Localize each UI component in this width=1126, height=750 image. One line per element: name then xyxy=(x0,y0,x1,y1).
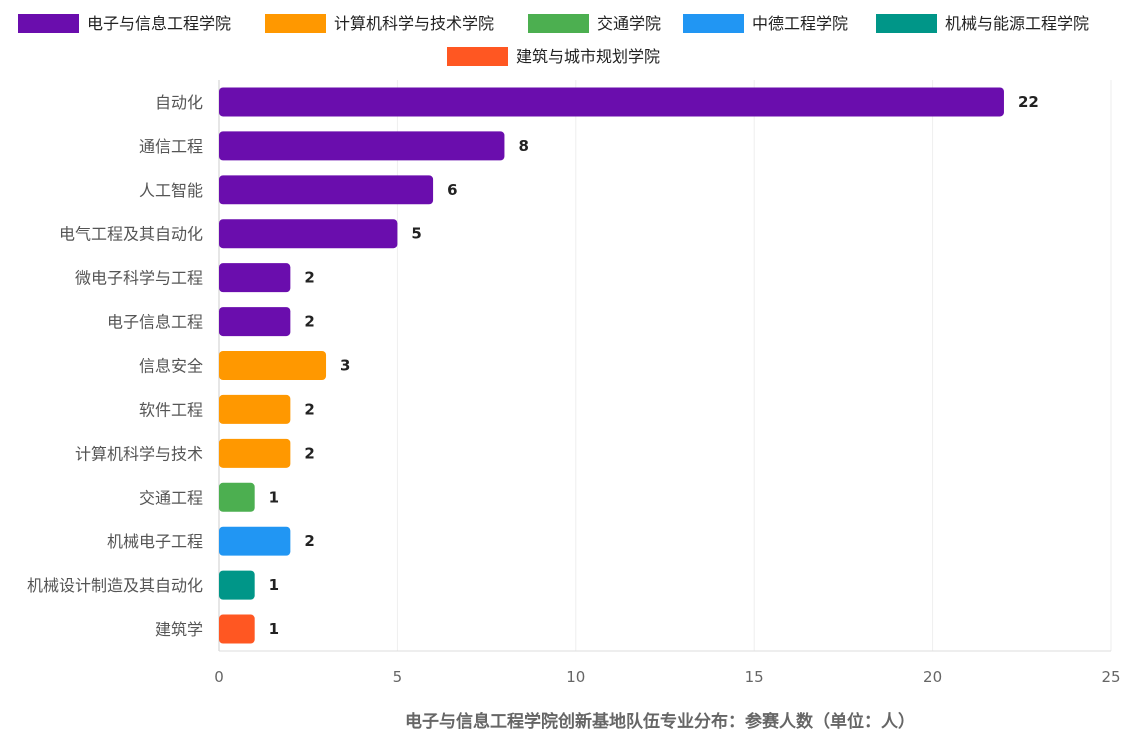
bar[interactable] xyxy=(219,438,291,468)
x-tick-label: 20 xyxy=(923,668,942,686)
legend: 电子与信息工程学院 计算机科学与技术学院 交通学院 中德工程学院 机械与能源工程学院建筑… xyxy=(18,14,1089,66)
bar[interactable] xyxy=(219,87,1004,117)
x-tick-label: 5 xyxy=(393,668,403,686)
legend-swatch xyxy=(876,14,937,33)
bar-value-label: 6 xyxy=(447,181,457,199)
category-label: 人工智能 xyxy=(139,181,203,200)
x-tick-label: 25 xyxy=(1101,668,1120,686)
legend-swatch xyxy=(265,14,326,33)
bar-value-label: 2 xyxy=(304,269,314,287)
x-tick-label: 15 xyxy=(745,668,764,686)
category-label: 交通工程 xyxy=(139,488,203,507)
category-label: 软件工程 xyxy=(139,400,203,419)
value-axis: 0 5 10 15 20 25 xyxy=(214,668,1120,686)
bar[interactable] xyxy=(219,175,434,205)
bar[interactable] xyxy=(219,394,291,424)
bar[interactable] xyxy=(219,482,255,512)
legend-item[interactable]: 建筑与城市规划学院 xyxy=(447,47,660,66)
bar[interactable] xyxy=(219,526,291,556)
bar[interactable] xyxy=(219,131,505,161)
x-axis-title: 电子与信息工程学院创新基地队伍专业分布：参赛人数（单位：人） xyxy=(405,711,915,732)
bar-value-label: 22 xyxy=(1018,93,1039,111)
legend-item[interactable]: 中德工程学院 xyxy=(683,14,848,33)
category-label: 建筑学 xyxy=(155,620,203,639)
category-label: 机械电子工程 xyxy=(107,532,203,551)
legend-label: 计算机科学与技术学院 xyxy=(334,14,494,33)
legend-label: 中德工程学院 xyxy=(752,14,848,33)
category-label: 通信工程 xyxy=(139,137,203,156)
bar-value-label: 8 xyxy=(518,137,528,155)
legend-swatch xyxy=(18,14,79,33)
legend-item[interactable]: 机械与能源工程学院 xyxy=(876,14,1089,33)
bar[interactable] xyxy=(219,614,255,644)
category-label: 电气工程及其自动化 xyxy=(59,225,203,244)
legend-swatch xyxy=(683,14,744,33)
legend-label: 机械与能源工程学院 xyxy=(945,14,1089,33)
legend-item[interactable]: 交通学院 xyxy=(528,14,661,33)
legend-item[interactable]: 电子与信息工程学院 xyxy=(18,14,231,33)
bar-value-label: 2 xyxy=(304,313,314,331)
bar[interactable] xyxy=(219,263,291,293)
legend-label: 建筑与城市规划学院 xyxy=(516,47,660,66)
bar[interactable] xyxy=(219,570,255,600)
category-label: 计算机科学与技术 xyxy=(75,444,203,463)
bar[interactable] xyxy=(219,219,398,249)
category-label: 电子信息工程 xyxy=(107,313,203,332)
bar-value-label: 1 xyxy=(269,620,279,638)
bar-value-label: 3 xyxy=(340,357,350,375)
bar-value-label: 5 xyxy=(411,225,421,243)
category-label: 信息安全 xyxy=(139,357,203,376)
bar[interactable] xyxy=(219,307,291,337)
category-axis: 自动化通信工程人工智能电气工程及其自动化微电子科学与工程电子信息工程信息安全软件… xyxy=(27,93,203,639)
x-tick-label: 10 xyxy=(566,668,585,686)
category-label: 微电子科学与工程 xyxy=(75,269,203,288)
bar-value-label: 2 xyxy=(304,400,314,418)
bar-value-label: 1 xyxy=(269,488,279,506)
legend-label: 电子与信息工程学院 xyxy=(87,14,231,33)
legend-item[interactable]: 计算机科学与技术学院 xyxy=(265,14,494,33)
legend-swatch xyxy=(447,47,508,66)
bar-value-label: 2 xyxy=(304,444,314,462)
bar-value-label: 2 xyxy=(304,532,314,550)
bar-value-label: 1 xyxy=(269,576,279,594)
legend-swatch xyxy=(528,14,589,33)
category-label: 自动化 xyxy=(155,93,203,112)
grid xyxy=(218,80,1112,652)
legend-label: 交通学院 xyxy=(597,14,661,33)
bar[interactable] xyxy=(219,351,327,380)
category-label: 机械设计制造及其自动化 xyxy=(27,576,203,595)
x-tick-label: 0 xyxy=(214,668,224,686)
